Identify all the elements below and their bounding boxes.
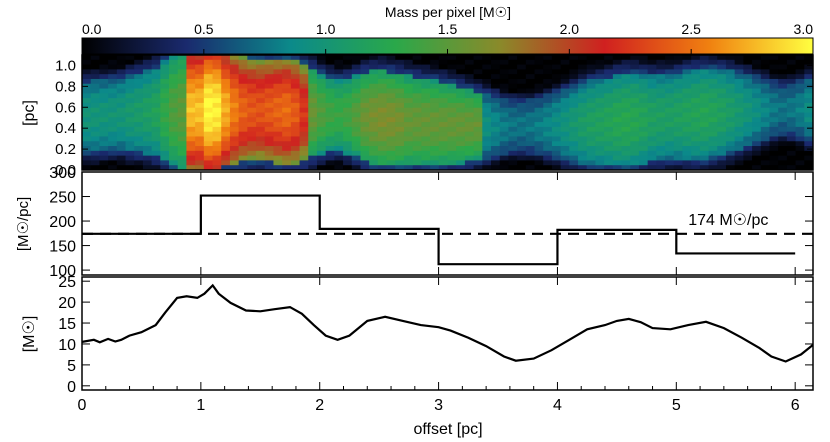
line-mass-panel: 100 150 200 250 300 174 M☉/pc [M☉/pc] (15, 165, 814, 280)
mass-profile-y-tick-label: 0 (67, 379, 76, 396)
x-tick-label: 2 (315, 397, 324, 414)
mass-map-ylabel: [pc] (21, 100, 38, 126)
mass-profile-line (82, 283, 813, 363)
line-mass-x-ticks (81, 172, 796, 275)
mass-map-y-tick-label: 1.0 (55, 57, 76, 74)
mass-map-y-axis: 0.0 0.2 0.4 0.6 0.8 1.0 (55, 57, 813, 179)
colorbar: Mass per pixel [M☉] 0.0 0.5 1.0 1.5 2.0 2.5 3.… (81, 4, 814, 55)
mean-label: 174 M☉/pc (688, 212, 768, 229)
colorbar-tick-labels: 0.0 0.5 1.0 1.5 2.0 2.5 3.0 (82, 21, 813, 37)
mass-map-y-tick-label: 0.8 (55, 78, 76, 95)
mass-map-y-tick-label: 0.6 (55, 99, 76, 116)
colorbar-tick-label: 1.5 (438, 21, 458, 37)
x-tick-label: 1 (196, 397, 205, 414)
mass-map-image (82, 55, 813, 170)
colorbar-tick-label: 0.5 (194, 21, 214, 37)
line-mass-y-tick-label: 100 (49, 263, 76, 280)
mass-profile-y-tick-label: 10 (58, 337, 76, 354)
colorbar-tick-label: 3.0 (794, 21, 814, 37)
line-mass-y-tick-label: 150 (49, 239, 76, 256)
mass-profile-x-axis: 0 1 2 3 4 5 6 (78, 277, 800, 414)
mass-map-panel: 0.0 0.2 0.4 0.6 0.8 1.0 [pc] (21, 54, 814, 179)
line-mass-y-tick-label: 250 (49, 190, 76, 207)
mass-map-y-tick-label: 0.2 (55, 141, 76, 158)
x-tick-label: 3 (434, 397, 443, 414)
mass-profile-y-tick-label: 15 (58, 316, 76, 333)
colorbar-tick-label: 0.0 (82, 21, 102, 37)
line-mass-y-tick-label: 200 (49, 214, 76, 231)
colorbar-tick-label: 2.5 (681, 21, 701, 37)
mass-profile-y-tick-label: 5 (67, 358, 76, 375)
x-tick-label: 6 (791, 397, 800, 414)
colorbar-tick-label: 2.0 (560, 21, 580, 37)
x-axis-label: offset [pc] (413, 421, 482, 438)
mass-profile-panel: 0 5 10 15 20 25 0 1 2 3 4 5 6 [M☉] offset [pc] (21, 274, 814, 438)
x-tick-label: 0 (78, 397, 87, 414)
step-line (82, 194, 796, 266)
mass-profile-y-tick-label: 20 (58, 295, 76, 312)
mass-map-y-tick-label: 0.0 (55, 162, 76, 179)
mass-profile-y-tick-label: 25 (58, 274, 76, 291)
colorbar-tick-label: 1.0 (316, 21, 336, 37)
x-tick-label: 5 (672, 397, 681, 414)
x-tick-label: 4 (553, 397, 562, 414)
mass-map-y-tick-label: 0.4 (55, 120, 76, 137)
mass-profile-y-axis: 0 5 10 15 20 25 (58, 274, 813, 396)
line-mass-ylabel: [M☉/pc] (15, 197, 32, 251)
line-mass-y-tick-label: 300 (49, 165, 76, 182)
colorbar-ticks (81, 49, 814, 54)
colorbar-title: Mass per pixel [M☉] (385, 4, 511, 20)
mass-profile-ylabel: [M☉] (21, 316, 38, 353)
line-mass-y-axis: 100 150 200 250 300 (49, 165, 813, 280)
